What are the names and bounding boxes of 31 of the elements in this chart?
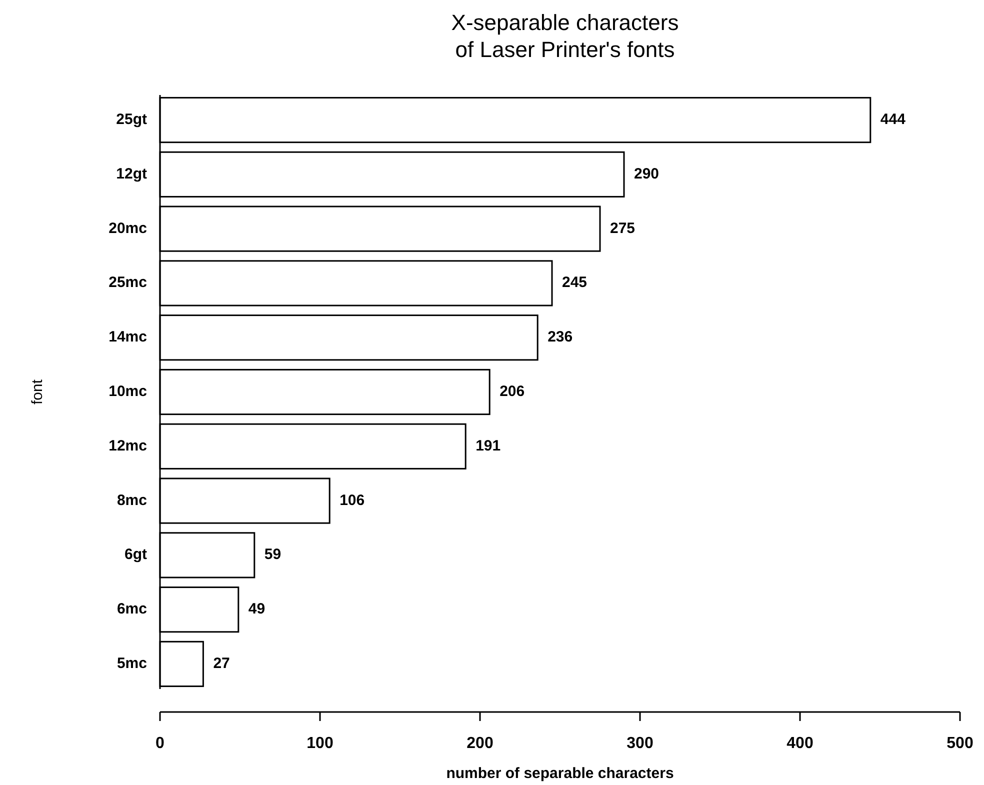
- data-label: 290: [634, 165, 660, 182]
- data-label: 236: [548, 328, 573, 346]
- y-tick-label: 12mc: [108, 437, 147, 454]
- y-tick-label: 20mc: [108, 220, 147, 237]
- x-tick-label: 0: [156, 735, 165, 752]
- y-tick-label: 25gt: [116, 110, 148, 128]
- data-label: 191: [476, 437, 501, 454]
- chart-title: X-separable characters of Laser Printer's fonts: [451, 10, 679, 62]
- data-label: 444: [880, 110, 906, 128]
- x-tick-label: 500: [946, 735, 974, 752]
- x-tick-label: 300: [626, 735, 654, 752]
- data-label: 206: [500, 382, 525, 400]
- x-axis-title: number of separable characters: [446, 765, 674, 782]
- y-tick-label: 14mc: [108, 328, 147, 346]
- y-axis-title: font: [29, 378, 46, 405]
- data-label: 275: [610, 220, 636, 237]
- y-tick-label: 12gt: [116, 165, 148, 182]
- x-tick-label: 400: [786, 735, 814, 752]
- y-tick-label: 6mc: [116, 600, 147, 618]
- data-label: 245: [562, 274, 588, 292]
- data-label: 27: [213, 654, 230, 672]
- data-label: 106: [340, 492, 365, 509]
- data-label: 59: [264, 546, 282, 564]
- y-tick-label: 5mc: [116, 654, 147, 672]
- y-tick-label: 8mc: [116, 492, 147, 509]
- data-label: 49: [248, 600, 266, 618]
- x-tick-label: 100: [306, 735, 334, 752]
- x-tick-label: 200: [466, 735, 494, 752]
- y-tick-label: 10mc: [108, 382, 147, 400]
- y-tick-label: 25mc: [108, 274, 147, 292]
- y-tick-label: 6gt: [124, 546, 148, 564]
